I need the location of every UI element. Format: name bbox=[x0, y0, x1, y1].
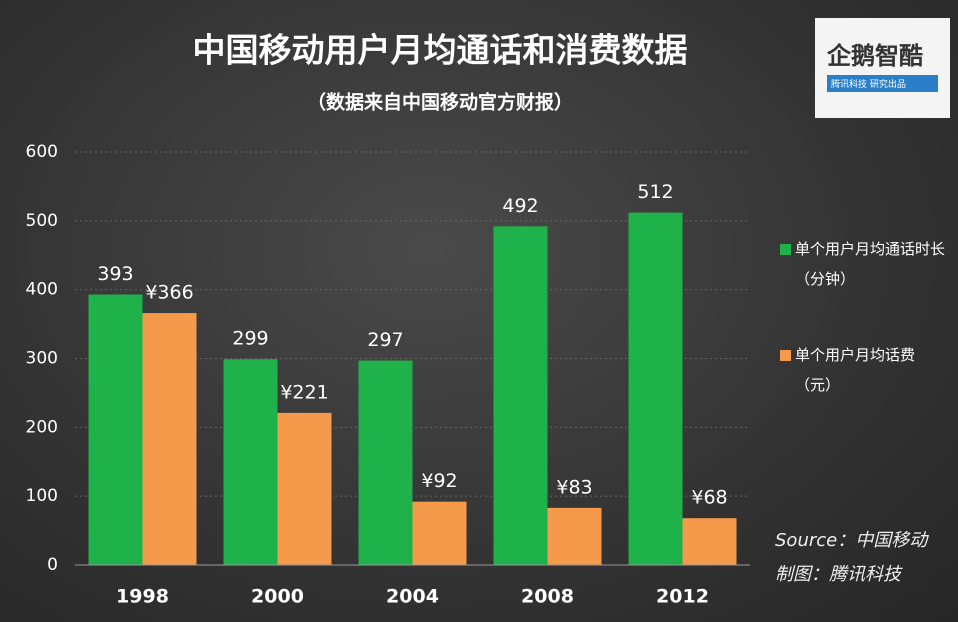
y-tick-label: 200 bbox=[26, 417, 58, 437]
bar bbox=[412, 501, 467, 565]
value-label: ¥366 bbox=[145, 282, 193, 304]
x-tick-label: 2012 bbox=[656, 586, 709, 608]
bar bbox=[88, 294, 143, 565]
value-label: ¥83 bbox=[556, 476, 592, 498]
y-tick-label: 500 bbox=[26, 211, 58, 231]
logo-tagline: 腾讯科技 研究出品 bbox=[827, 75, 938, 92]
y-tick-label: 400 bbox=[26, 280, 58, 300]
x-tick-label: 2000 bbox=[251, 586, 304, 608]
bar bbox=[628, 212, 683, 565]
value-label: ¥68 bbox=[691, 487, 727, 509]
legend-label: 单个用户月均通话时长（分钟） bbox=[795, 240, 946, 288]
value-label: 512 bbox=[637, 181, 673, 203]
bar bbox=[358, 360, 413, 565]
y-tick-label: 600 bbox=[26, 142, 58, 162]
bar bbox=[142, 313, 197, 565]
y-tick-label: 100 bbox=[26, 486, 58, 506]
legend-label: 单个用户月均话费（元） bbox=[795, 346, 916, 394]
legend-swatch bbox=[780, 244, 791, 255]
x-tick-label: 1998 bbox=[116, 586, 169, 608]
x-tick-label: 2004 bbox=[386, 586, 439, 608]
bar bbox=[682, 518, 737, 565]
value-label: ¥221 bbox=[280, 381, 328, 403]
logo-title: 企鹅智酷 bbox=[827, 42, 923, 70]
value-label: 299 bbox=[232, 328, 268, 350]
y-tick-label: 300 bbox=[26, 349, 58, 369]
y-tick-label: 0 bbox=[47, 555, 58, 575]
legend-swatch bbox=[780, 350, 791, 361]
credit: 制图：腾讯科技 bbox=[775, 564, 901, 585]
chart-subtitle: （数据来自中国移动官方财报） bbox=[307, 91, 573, 114]
value-label: 393 bbox=[97, 263, 133, 285]
x-tick-label: 2008 bbox=[521, 586, 574, 608]
bar bbox=[223, 359, 278, 565]
value-label: 297 bbox=[367, 329, 403, 351]
value-label: 492 bbox=[502, 195, 538, 217]
source: Source：中国移动 bbox=[775, 530, 928, 551]
chart-title: 中国移动用户月均通话和消费数据 bbox=[193, 31, 688, 70]
logo: 企鹅智酷 腾讯科技 研究出品 bbox=[815, 18, 950, 118]
bar bbox=[493, 226, 548, 565]
bar bbox=[547, 507, 602, 565]
value-label: ¥92 bbox=[421, 470, 457, 492]
bar bbox=[277, 412, 332, 565]
